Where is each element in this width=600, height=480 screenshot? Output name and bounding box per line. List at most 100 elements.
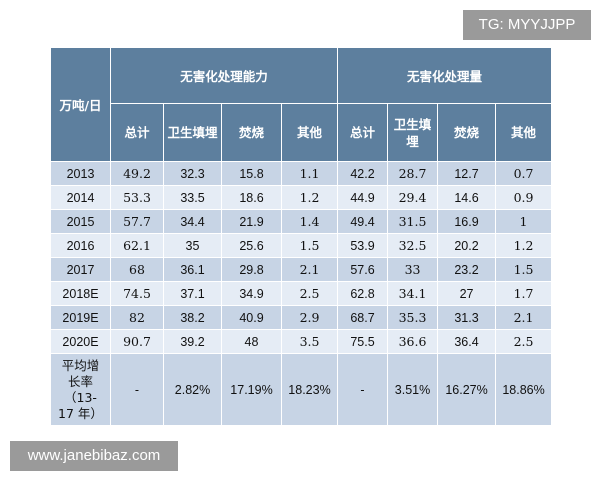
table-cell: 29.8	[221, 257, 282, 282]
data-table: 万吨/日 无害化处理能力 无害化处理量 总计 卫生填埋 焚烧 其他 总计 卫生填…	[50, 47, 553, 426]
table-cell: 40.9	[221, 305, 282, 330]
table-cell: 1.2	[280, 185, 339, 210]
table-cell: 1.4	[280, 209, 339, 234]
table-cell: 34.1	[387, 281, 439, 306]
table-cell: 2.1	[280, 257, 339, 282]
row-label: 2019E	[50, 305, 111, 330]
table-cell: 32.3	[163, 161, 222, 186]
table-row: 2015 57.7 34.4 21.9 1.4 49.4 31.5 16.9 1	[50, 209, 553, 234]
table-cell: 25.6	[221, 233, 282, 258]
table-cell: 27	[437, 281, 497, 306]
column-header: 卫生填埋	[163, 103, 222, 162]
table-cell: 1.7	[495, 281, 553, 306]
table-row: 2016 62.1 35 25.6 1.5 53.9 32.5 20.2 1.2	[50, 233, 553, 258]
growth-rate-label-line: （13-	[64, 389, 97, 405]
table-cell: 49.2	[110, 161, 164, 186]
column-header: 总计	[337, 103, 389, 162]
table-cell: 68.7	[337, 305, 389, 330]
growth-rate-cell: 2.82%	[163, 353, 222, 426]
table-cell: 35	[163, 233, 222, 258]
table-cell: 2.5	[495, 329, 553, 354]
growth-rate-row: 平均增 长率 （13- 17 年） -2.82% 17.19% 18.23% -3.51% 16…	[50, 353, 553, 426]
table-cell: 35.3	[387, 305, 439, 330]
table-cell: 2.1	[495, 305, 553, 330]
row-label: 2015	[50, 209, 111, 234]
table-cell: 1.5	[495, 257, 553, 282]
table-cell: 14.6	[437, 185, 497, 210]
group-header-capacity: 无害化处理能力	[109, 47, 339, 104]
table-cell: 48	[221, 329, 282, 354]
table-cell: 33	[387, 257, 439, 282]
corner-header: 万吨/日	[50, 47, 111, 162]
table-cell: 32.5	[387, 233, 439, 258]
table-cell: 31.3	[437, 305, 497, 330]
table-cell: 21.9	[221, 209, 282, 234]
table-cell: 39.2	[163, 329, 222, 354]
growth-rate-cell: 17.19%	[221, 353, 282, 426]
table-cell: 1.2	[495, 233, 553, 258]
table-cell: 74.5	[110, 281, 164, 306]
watermark-top: TG: MYYJJPP	[463, 10, 591, 40]
table-row: 2013 49.2 32.3 15.8 1.1 42.2 28.7 12.7 0.7	[50, 161, 553, 186]
row-label: 2020E	[50, 329, 111, 354]
group-header-volume: 无害化处理量	[337, 47, 553, 104]
table-cell: 18.6	[221, 185, 282, 210]
table-cell: 12.7	[437, 161, 497, 186]
growth-rate-cell: 18.23%	[280, 353, 339, 426]
table-cell: 23.2	[437, 257, 497, 282]
growth-rate-label: 平均增 长率 （13- 17 年）	[50, 353, 111, 426]
table-cell: 33.5	[163, 185, 222, 210]
table-cell: 1.5	[280, 233, 339, 258]
table-cell: 16.9	[437, 209, 497, 234]
watermark-bottom: www.janebibaz.com	[10, 441, 178, 471]
table-cell: 15.8	[221, 161, 282, 186]
column-header: 卫生填埋	[387, 103, 439, 162]
growth-rate-cell: 18.86%	[495, 353, 553, 426]
table-cell: 44.9	[337, 185, 389, 210]
table-cell: 28.7	[387, 161, 439, 186]
column-header: 总计	[110, 103, 164, 162]
table-cell: 68	[110, 257, 164, 282]
growth-rate-cell: -	[110, 353, 164, 426]
table-cell: 38.2	[163, 305, 222, 330]
table-cell: 36.1	[163, 257, 222, 282]
table-cell: 62.8	[337, 281, 389, 306]
table-cell: 29.4	[387, 185, 439, 210]
growth-rate-label-line: 平均增	[61, 357, 100, 373]
table-row: 2017 68 36.1 29.8 2.1 57.6 33 23.2 1.5	[50, 257, 553, 282]
table-cell: 1	[495, 209, 553, 234]
row-label: 2016	[50, 233, 111, 258]
row-label: 2018E	[50, 281, 111, 306]
table-cell: 0.9	[495, 185, 553, 210]
table-cell: 75.5	[337, 329, 389, 354]
row-label: 2014	[50, 185, 111, 210]
table-cell: 34.9	[221, 281, 282, 306]
table-cell: 36.6	[387, 329, 439, 354]
table-row: 2019E 82 38.2 40.9 2.9 68.7 35.3 31.3 2.1	[50, 305, 553, 330]
table-cell: 37.1	[163, 281, 222, 306]
table-cell: 62.1	[110, 233, 164, 258]
table-row: 2014 53.3 33.5 18.6 1.2 44.9 29.4 14.6 0.9	[50, 185, 553, 210]
table-cell: 0.7	[495, 161, 553, 186]
row-label: 2017	[50, 257, 111, 282]
column-header: 焚烧	[437, 103, 497, 162]
table-row: 2020E 90.7 39.2 48 3.5 75.5 36.6 36.4 2.5	[50, 329, 553, 354]
table-cell: 3.5	[280, 329, 339, 354]
table-cell: 2.5	[280, 281, 339, 306]
table-cell: 42.2	[337, 161, 389, 186]
table-cell: 1.1	[280, 161, 339, 186]
growth-rate-label-line: 17 年）	[58, 405, 103, 421]
table-cell: 53.9	[337, 233, 389, 258]
table-cell: 49.4	[337, 209, 389, 234]
growth-rate-cell: 3.51%	[387, 353, 439, 426]
table-cell: 53.3	[110, 185, 164, 210]
column-header: 其他	[495, 103, 553, 162]
growth-rate-label-line: 长率	[67, 373, 93, 389]
row-label: 2013	[50, 161, 111, 186]
column-header: 焚烧	[221, 103, 282, 162]
table-cell: 36.4	[437, 329, 497, 354]
growth-rate-cell: 16.27%	[437, 353, 497, 426]
table-row: 2018E 74.5 37.1 34.9 2.5 62.8 34.1 27 1.7	[50, 281, 553, 306]
table-cell: 90.7	[110, 329, 164, 354]
table-cell: 82	[110, 305, 164, 330]
